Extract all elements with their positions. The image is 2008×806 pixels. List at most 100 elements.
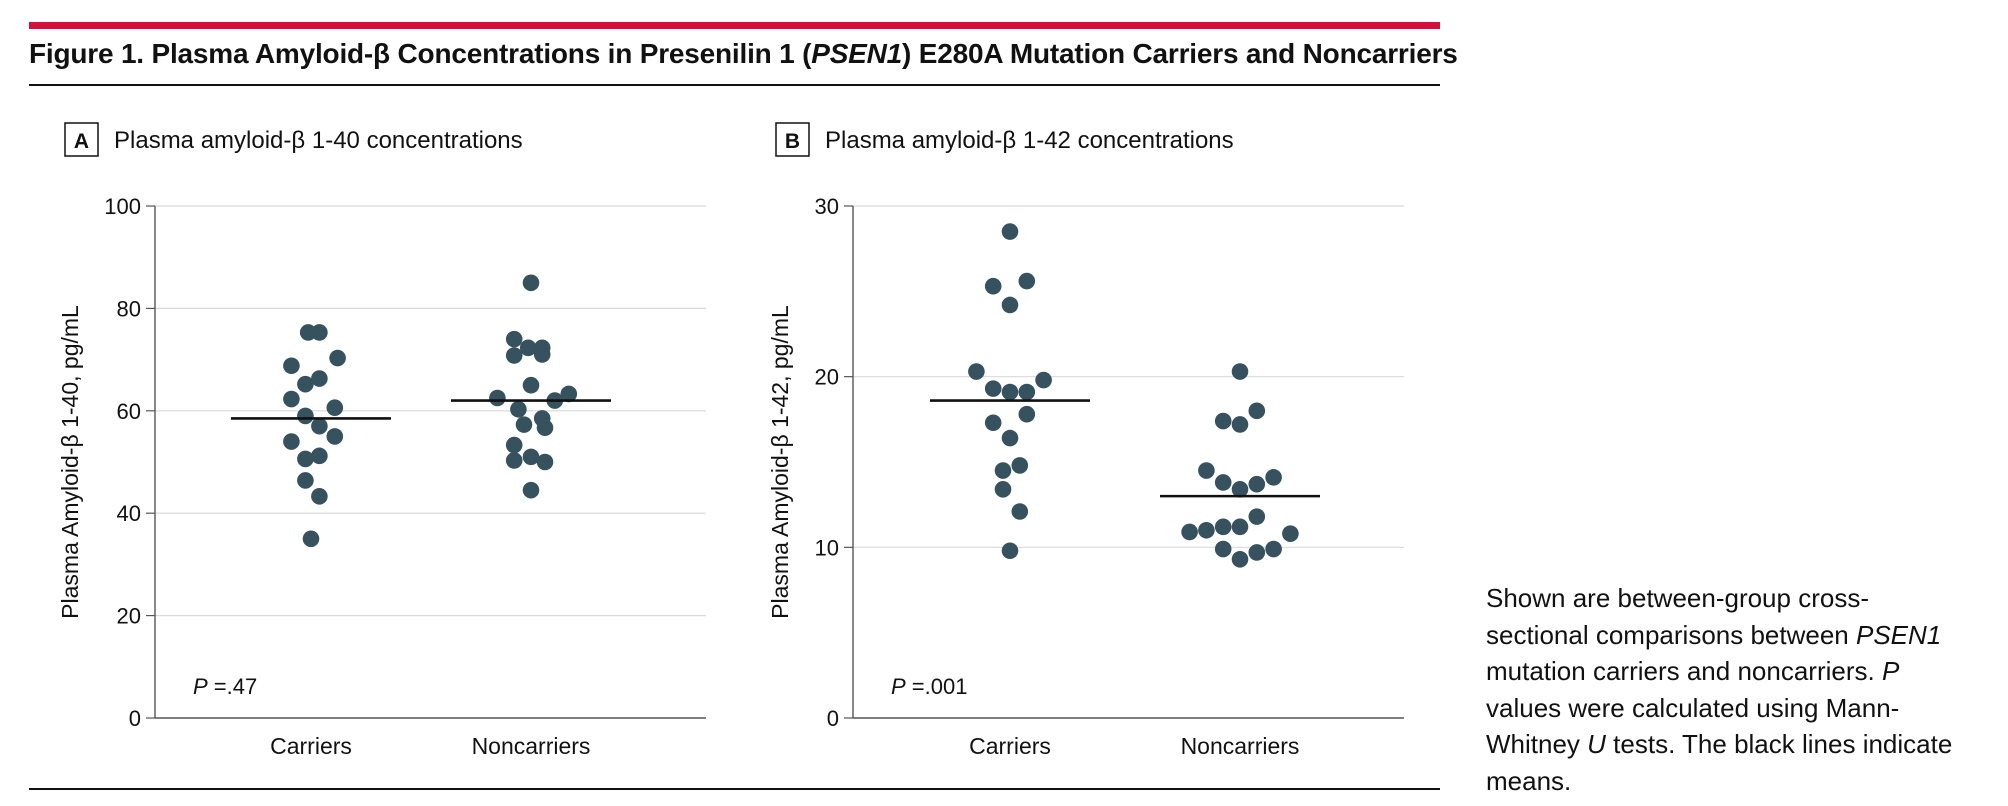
caption-p: P	[1881, 656, 1900, 686]
data-point	[1214, 540, 1232, 558]
data-point	[984, 414, 1002, 432]
data-point	[519, 339, 537, 357]
figure-caption: Shown are between-group cross-sectional …	[1486, 580, 1956, 799]
x-category-label: Noncarriers	[472, 733, 591, 759]
y-tick-label: 40	[117, 501, 141, 526]
data-point	[1018, 383, 1036, 401]
data-point	[1248, 402, 1266, 420]
p-number: =.001	[906, 674, 968, 699]
figure-title-prefix: Figure 1. Plasma Amyloid-β Concentration…	[29, 38, 812, 69]
x-category-label: Carriers	[270, 733, 352, 759]
data-point	[1018, 405, 1036, 423]
data-point	[1248, 544, 1266, 561]
data-point	[302, 530, 320, 548]
y-axis-label: Plasma Amyloid-β 1-40, pg/mL	[57, 305, 83, 619]
data-point	[1198, 521, 1215, 539]
data-point	[1231, 550, 1249, 568]
y-tick-label: 80	[117, 296, 141, 321]
data-point	[489, 389, 506, 407]
y-tick-label: 60	[117, 399, 141, 424]
caption-text-4: tests. The black lines indicate means.	[1486, 729, 1953, 796]
data-point	[994, 481, 1012, 498]
data-point	[1035, 371, 1052, 389]
y-axis-label: Plasma Amyloid-β 1-42, pg/mL	[767, 305, 793, 619]
plots-area: A Plasma amyloid-β 1-40 concentrations 0 20…	[57, 122, 1404, 759]
data-point	[505, 436, 523, 454]
data-point	[1282, 525, 1299, 542]
chart-panel-b: B Plasma amyloid-β 1-42 concentrations 0 10…	[767, 122, 1404, 759]
data-point	[297, 407, 314, 425]
data-point	[522, 376, 540, 394]
figure-title: Figure 1. Plasma Amyloid-β Concentration…	[29, 38, 1458, 70]
x-category-label: Noncarriers	[1181, 733, 1300, 759]
chart-panel-a: A Plasma amyloid-β 1-40 concentrations 0 20…	[57, 122, 706, 759]
data-point	[560, 385, 578, 403]
data-point	[1248, 475, 1266, 493]
p-value-label: P =.47	[193, 674, 257, 699]
panel-badge-box	[775, 122, 810, 157]
y-tick-label: 100	[104, 194, 141, 219]
p-symbol: P	[193, 674, 208, 699]
data-point	[1231, 518, 1249, 536]
y-tick-label: 20	[117, 604, 141, 629]
accent-bar	[29, 22, 1440, 29]
data-point	[536, 453, 554, 471]
data-point	[1198, 462, 1215, 479]
data-point	[505, 452, 523, 469]
figure-title-suffix: ) E280A Mutation Carriers and Noncarrier…	[902, 38, 1458, 69]
figure-title-gene: PSEN1	[811, 38, 903, 69]
data-point	[311, 447, 328, 465]
data-point	[522, 274, 540, 292]
caption-text-2: mutation carriers and noncarriers.	[1486, 656, 1882, 686]
data-point	[984, 380, 1002, 397]
data-point	[1265, 540, 1282, 558]
data-point	[1231, 416, 1249, 433]
data-point	[1248, 508, 1266, 525]
data-point	[1001, 542, 1019, 560]
data-point	[326, 428, 344, 445]
data-point	[515, 416, 533, 433]
data-point	[984, 277, 1002, 295]
data-point	[505, 347, 523, 364]
data-point	[326, 399, 344, 417]
data-point	[297, 472, 314, 489]
caption-text-1: Shown are between-group cross-sectional …	[1486, 583, 1869, 650]
y-tick-label: 0	[827, 706, 839, 731]
data-point	[297, 450, 314, 468]
data-point	[1001, 223, 1019, 240]
data-point	[311, 370, 328, 387]
data-point	[1231, 481, 1249, 498]
y-tick-label: 30	[815, 194, 839, 219]
title-rule	[29, 84, 1440, 86]
data-point	[522, 448, 540, 466]
panel-badge-letter: A	[74, 130, 89, 153]
data-point	[283, 390, 300, 408]
data-point	[968, 363, 985, 380]
data-point	[1214, 518, 1232, 536]
p-number: =.47	[208, 674, 258, 699]
data-point	[297, 375, 314, 393]
bottom-rule	[29, 788, 1440, 790]
y-tick-label: 20	[815, 365, 839, 390]
data-point	[1181, 523, 1198, 541]
data-point	[1214, 474, 1232, 491]
data-point	[522, 481, 540, 499]
data-point	[533, 346, 551, 363]
data-point	[1011, 457, 1029, 474]
data-point	[283, 357, 300, 375]
data-point	[311, 417, 328, 435]
data-point	[1011, 503, 1029, 520]
data-point	[1214, 412, 1232, 430]
data-point	[1001, 296, 1019, 314]
data-point	[994, 462, 1012, 479]
x-category-label: Carriers	[969, 733, 1051, 759]
data-point	[1265, 469, 1282, 486]
panel-title: Plasma amyloid-β 1-40 concentrations	[114, 127, 523, 154]
data-point	[329, 349, 346, 367]
panel-badge-letter: B	[785, 130, 800, 153]
caption-u: U	[1587, 729, 1606, 759]
y-tick-label: 0	[129, 706, 141, 731]
caption-gene: PSEN1	[1855, 619, 1942, 650]
data-point	[311, 488, 328, 505]
caption-text-3: values were calculated using Mann-Whitne…	[1486, 692, 1900, 760]
